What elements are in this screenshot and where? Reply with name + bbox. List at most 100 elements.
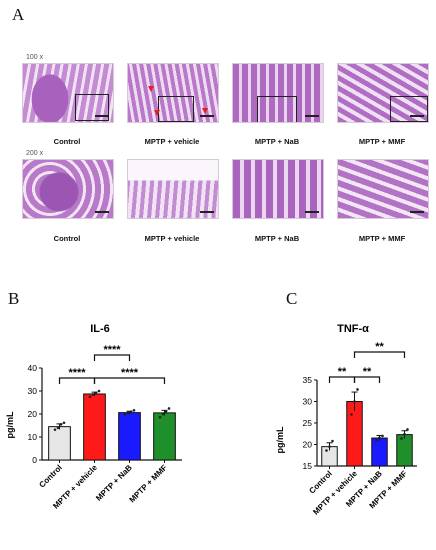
il6-data-point <box>53 428 57 431</box>
tnf-significance-label: ** <box>375 341 384 353</box>
scale-bar <box>305 115 319 117</box>
il6-data-point <box>56 426 60 430</box>
il6-data-point <box>161 412 165 416</box>
il6-data-point <box>59 423 63 426</box>
group-label-nab-row1: MPTP + NaB <box>254 137 300 146</box>
inset-box <box>158 96 194 122</box>
arrow-marker <box>148 86 154 92</box>
magnification-label-100x: 100 x <box>26 54 44 61</box>
group-label-vehicle-row2: MPTP + vehicle <box>144 234 200 243</box>
tnf-data-point <box>325 449 328 452</box>
panel-label-c: C <box>286 289 298 308</box>
panel-label-b: B <box>8 289 20 308</box>
tnf-y-tick-label: 15 <box>303 461 313 471</box>
il6-significance-label: **** <box>103 344 121 356</box>
il6-data-point <box>126 411 130 415</box>
il6-bar <box>48 426 71 461</box>
tnf-data-point <box>350 413 353 416</box>
il6-significance-label: **** <box>121 367 139 379</box>
tnf-y-tick-label: 25 <box>303 418 313 428</box>
tnf-data-point <box>375 438 378 442</box>
tnf-bar <box>371 437 388 467</box>
tnf-y-tick-label: 30 <box>303 397 313 407</box>
il6-data-point <box>129 410 133 413</box>
tnf-bar <box>396 434 413 467</box>
group-label-control-row1: Control <box>53 137 81 146</box>
group-label-vehicle-row1: MPTP + vehicle <box>144 137 200 146</box>
il6-data-point <box>94 391 98 395</box>
scale-bar <box>305 211 319 213</box>
tnf-significance-label: ** <box>338 366 347 378</box>
il6-significance-label: **** <box>68 367 86 379</box>
il6-bar <box>153 412 176 461</box>
il6-data-point <box>97 389 101 393</box>
arrow-marker <box>154 110 160 116</box>
scale-bar <box>410 211 424 213</box>
il6-data-point <box>91 393 95 396</box>
il6-chart-title: IL-6 <box>90 323 110 335</box>
tnf-bar <box>346 401 363 467</box>
il6-y-tick-label: 10 <box>28 432 38 442</box>
micrograph-mptp-vehicle-200x <box>127 159 219 219</box>
group-label-nab-row2: MPTP + NaB <box>254 234 300 243</box>
il6-y-tick-label: 20 <box>28 409 38 419</box>
il6-y-tick-label: 40 <box>28 363 38 373</box>
il6-data-point <box>62 421 66 425</box>
micrograph-mptp-mmf-200x <box>337 159 429 219</box>
il6-x-tick-label: Control <box>37 463 63 489</box>
micrograph-mptp-nab-100x <box>232 63 324 123</box>
tnf-significance-bracket <box>353 351 406 358</box>
il6-data-point <box>164 409 168 413</box>
tnf-data-point <box>356 388 359 391</box>
tnf-data-point <box>353 400 356 403</box>
tnf-data-point <box>328 445 331 448</box>
group-label-mmf-row1: MPTP + MMF <box>358 137 406 146</box>
tnf-data-point <box>406 428 409 431</box>
micrograph-mptp-nab-200x <box>232 159 324 219</box>
il6-significance-bracket <box>93 377 166 384</box>
micrograph-control-100x <box>22 63 114 123</box>
il6-y-axis-label: pg/mL <box>5 411 15 438</box>
il6-data-point <box>158 415 162 419</box>
magnification-label-200x: 200 x <box>26 150 44 157</box>
group-label-mmf-row2: MPTP + MMF <box>358 234 406 243</box>
micrograph-mptp-vehicle-100x <box>127 63 219 123</box>
scale-bar <box>410 115 424 117</box>
inset-box <box>390 96 428 122</box>
il6-bar <box>83 393 106 461</box>
tnf-significance-bracket <box>353 376 381 383</box>
group-label-control-row2: Control <box>53 234 81 243</box>
panel-label-a: A <box>12 5 25 24</box>
tnf-data-point <box>403 432 406 436</box>
tnf-y-tick-label: 35 <box>303 375 313 385</box>
micrograph-mptp-mmf-100x <box>337 63 429 123</box>
tnf-chart-title: TNF-α <box>337 323 369 335</box>
tnf-significance-label: ** <box>363 366 372 378</box>
arrow-marker <box>202 108 208 114</box>
il6-significance-bracket <box>93 354 131 361</box>
inset-box <box>257 96 297 122</box>
inset-box <box>75 94 109 121</box>
il6-bar <box>118 412 141 461</box>
il6-data-point <box>132 409 136 412</box>
tnf-y-tick-label: 20 <box>303 440 313 450</box>
scale-bar <box>200 115 214 117</box>
il6-data-point <box>88 395 92 399</box>
micrograph-control-200x <box>22 159 114 219</box>
scale-bar <box>95 211 109 213</box>
scale-bar <box>95 115 109 117</box>
tnf-y-axis-label: pg/mL <box>275 426 285 453</box>
il6-x-tick-label: MPTP + MMF <box>128 463 169 504</box>
tnf-x-tick-label: MPTP + vehicle <box>311 469 359 517</box>
tnf-data-point <box>381 434 384 438</box>
il6-y-tick-label: 30 <box>28 386 38 396</box>
il6-data-point <box>123 413 127 416</box>
tnf-data-point <box>331 439 334 443</box>
tnf-data-point <box>378 436 381 439</box>
il6-y-tick-label: 0 <box>32 455 37 465</box>
scale-bar <box>200 211 214 213</box>
